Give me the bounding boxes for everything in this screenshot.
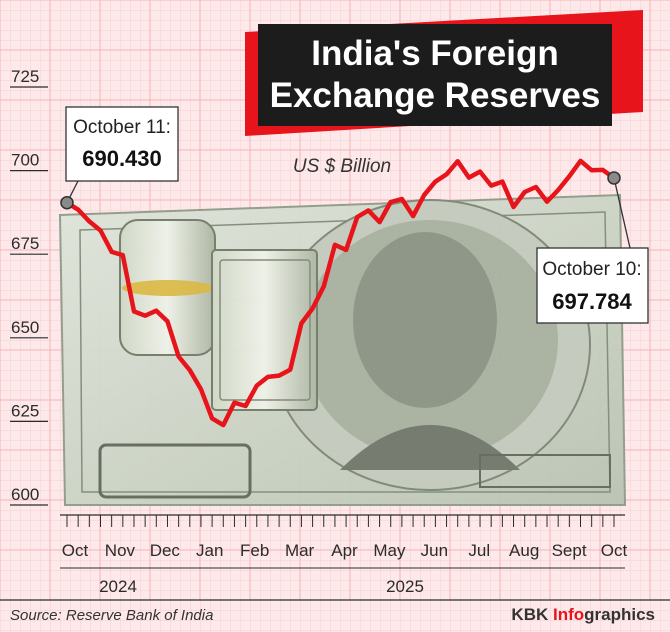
start-callout: October 11: 690.430 — [60, 106, 179, 210]
x-year-label: 2025 — [386, 577, 424, 596]
x-month-label: Aug — [509, 541, 539, 560]
x-month-label: Sept — [552, 541, 587, 560]
y-tick-label: 625 — [11, 401, 39, 420]
credit-line: KBK Infographics — [511, 605, 655, 624]
x-month-label: Dec — [150, 541, 181, 560]
start-callout-label: October 11: — [73, 117, 171, 138]
start-callout-value: 690.430 — [82, 146, 162, 171]
end-callout-label: October 10: — [542, 259, 641, 280]
x-axis: Oct Nov Dec Jan Feb Mar Apr May Jun Jul Aug Sept Oct… — [60, 514, 628, 596]
y-tick-label: 725 — [11, 67, 39, 86]
x-year-label: 2024 — [99, 577, 137, 596]
y-tick-label: 600 — [11, 485, 39, 504]
title-banner: India's Foreign Exchange Reserves — [245, 10, 643, 136]
x-month-label: Jan — [196, 541, 223, 560]
x-month-label: Nov — [105, 541, 136, 560]
x-month-label: Mar — [285, 541, 315, 560]
chart-title-line1: India's Foreign — [311, 34, 559, 73]
y-tick-label: 700 — [11, 151, 39, 170]
start-point-marker — [60, 195, 74, 210]
end-callout: October 10: 697.784 — [536, 171, 649, 324]
x-month-label: Jun — [421, 541, 448, 560]
y-axis: 725 700 675 650 625 600 — [10, 67, 48, 506]
banknote-illustration — [58, 193, 627, 506]
chart-title-line2: Exchange Reserves — [270, 76, 601, 115]
credit-prefix: KBK — [511, 605, 553, 624]
start-callout-box — [65, 106, 179, 182]
end-callout-box — [536, 247, 649, 324]
end-callout-leader — [613, 177, 631, 249]
x-month-label: Feb — [240, 541, 269, 560]
credit-highlight: Info — [553, 605, 584, 624]
end-point-marker — [607, 171, 621, 185]
y-tick-label: 675 — [11, 234, 39, 253]
title-box — [258, 24, 612, 126]
unit-label: US $ Billion — [293, 156, 391, 177]
x-month-label: Oct — [601, 541, 628, 560]
x-month-label: Jul — [468, 541, 490, 560]
end-callout-value: 697.784 — [552, 289, 632, 314]
y-tick-label: 650 — [11, 318, 39, 337]
x-month-label: Apr — [331, 541, 358, 560]
credit-suffix: graphics — [584, 605, 655, 624]
x-month-label: May — [373, 541, 406, 560]
source-note: Source: Reserve Bank of India — [10, 607, 213, 624]
series-line — [64, 158, 617, 428]
x-month-label: Oct — [62, 541, 89, 560]
